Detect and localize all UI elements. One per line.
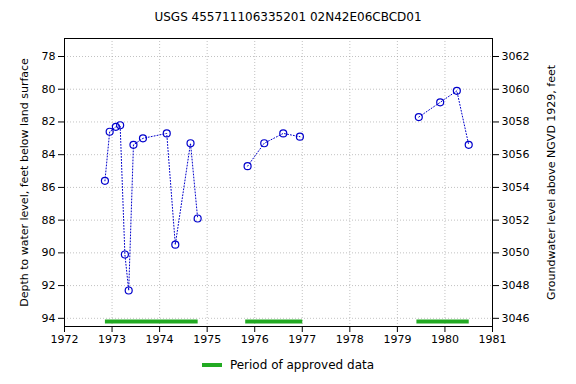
svg-text:1974: 1974 (146, 333, 174, 346)
svg-text:1980: 1980 (431, 333, 459, 346)
svg-text:1973: 1973 (98, 333, 126, 346)
svg-text:3062: 3062 (502, 50, 530, 63)
svg-text:1981: 1981 (479, 333, 507, 346)
svg-text:3046: 3046 (502, 312, 530, 325)
svg-text:3052: 3052 (502, 214, 530, 227)
svg-text:1978: 1978 (336, 333, 364, 346)
svg-text:3058: 3058 (502, 115, 530, 128)
svg-text:86: 86 (42, 181, 56, 194)
html-text:Period of approved data: Period of approved data (229, 358, 375, 372)
svg-text:82: 82 (42, 115, 56, 128)
svg-text:3060: 3060 (502, 83, 530, 96)
svg-text:80: 80 (42, 83, 56, 96)
svg-text:1979: 1979 (383, 333, 411, 346)
svg-text:92: 92 (42, 279, 56, 292)
svg-text:1975: 1975 (193, 333, 221, 346)
svg-text:90: 90 (42, 246, 56, 259)
svg-text:3048: 3048 (502, 279, 530, 292)
svg-text:94: 94 (42, 312, 56, 325)
svg-text:1972: 1972 (51, 333, 79, 346)
svg-text:Depth to water level, feet bel: Depth to water level, feet below land su… (18, 58, 31, 307)
html-text:USGS 455711106335201 02N42E06C: USGS 455711106335201 02N42E06CBCD01 (154, 10, 422, 24)
svg-text:1976: 1976 (241, 333, 269, 346)
svg-text:Groundwater level above NGVD 1: Groundwater level above NGVD 1929, feet (545, 64, 558, 300)
svg-text:3056: 3056 (502, 148, 530, 161)
svg-text:88: 88 (42, 214, 56, 227)
svg-text:3054: 3054 (502, 181, 530, 194)
svg-text:3050: 3050 (502, 246, 530, 259)
svg-text:78: 78 (42, 50, 56, 63)
svg-text:84: 84 (42, 148, 56, 161)
svg-text:1977: 1977 (288, 333, 316, 346)
